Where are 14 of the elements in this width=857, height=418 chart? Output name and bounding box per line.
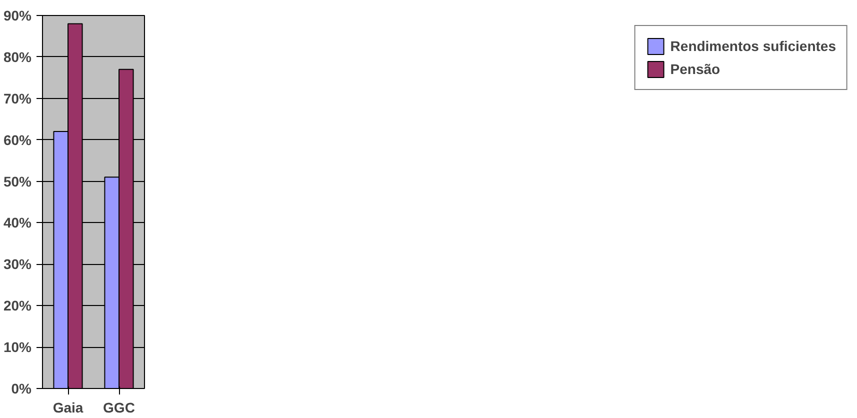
y-tick-label: 90%: [3, 8, 32, 24]
y-tick-label: 50%: [3, 173, 32, 190]
y-tick-label: 0%: [11, 380, 32, 396]
y-tick-label: 80%: [3, 48, 32, 65]
x-tick-label: GGC: [103, 400, 135, 416]
y-tick-label: 30%: [3, 256, 32, 272]
legend-label: Rendimentos suficientes: [670, 38, 836, 54]
y-tick-label: 20%: [3, 298, 32, 314]
y-tick-label: 60%: [3, 132, 32, 148]
y-tick-label: 10%: [3, 339, 32, 356]
legend-label: Pensão: [670, 61, 722, 77]
x-tick-label: Gaia: [52, 400, 84, 416]
y-tick-label: 40%: [3, 214, 32, 231]
y-tick-label: 70%: [3, 90, 32, 106]
